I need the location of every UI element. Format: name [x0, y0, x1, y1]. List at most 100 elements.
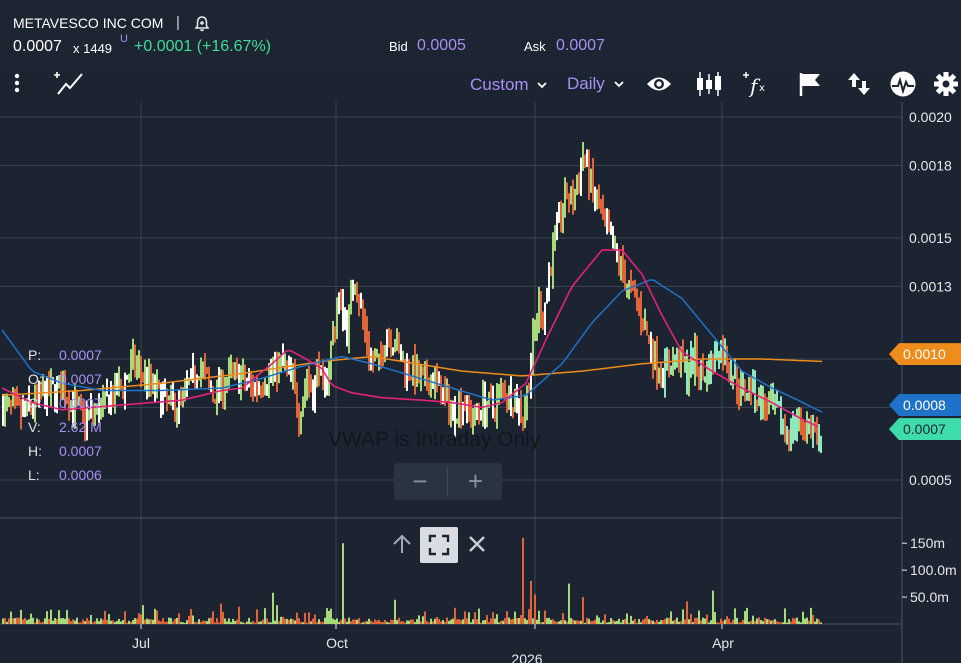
volume-bar	[708, 622, 710, 624]
volume-bar	[720, 618, 722, 624]
function-icon[interactable]: f x	[741, 69, 769, 99]
volume-bar	[324, 617, 326, 624]
price-bar	[304, 378, 306, 408]
bid-label: Bid	[389, 39, 408, 54]
volume-bar	[580, 620, 582, 624]
flag-icon[interactable]	[797, 71, 823, 97]
alert-bell-icon[interactable]	[193, 15, 211, 33]
volume-bar	[210, 617, 212, 624]
price-tick-label: 0.0020	[909, 109, 952, 125]
add-drawing-icon[interactable]	[52, 70, 86, 96]
interval-dropdown[interactable]: Daily	[567, 74, 625, 94]
volume-bar	[70, 621, 72, 624]
volume-bar	[378, 619, 380, 624]
ohlc-l-label: L:	[28, 467, 40, 483]
price-bar	[36, 383, 38, 405]
price-bar	[650, 331, 652, 363]
ask-value: 0.0007	[556, 37, 605, 54]
eye-icon[interactable]	[645, 73, 673, 95]
candlestick-icon[interactable]	[695, 70, 723, 98]
price-bar	[596, 189, 598, 210]
volume-bar	[794, 618, 796, 624]
price-bar	[224, 377, 226, 410]
price-bar	[586, 149, 588, 167]
price-bar	[218, 367, 220, 404]
company-name: METAVESCO INC COM	[13, 15, 164, 31]
price-bar	[328, 360, 330, 396]
close-icon[interactable]	[466, 533, 488, 555]
volume-bar	[678, 621, 680, 624]
price-bar	[4, 393, 6, 427]
price-bar	[498, 384, 500, 405]
price-bar	[734, 358, 736, 380]
volume-bar	[56, 619, 58, 624]
ma-mid-line	[1, 279, 823, 413]
price-bar	[208, 366, 210, 390]
volume-bar	[464, 611, 466, 624]
price-bar	[702, 353, 704, 381]
volume-bar	[576, 620, 578, 624]
volume-bar	[382, 622, 384, 624]
zoom-in-button[interactable]: +	[467, 466, 484, 496]
volume-bar	[566, 621, 568, 624]
heartbeat-icon[interactable]	[889, 70, 917, 98]
chevron-down-icon	[537, 82, 547, 89]
price-bar	[538, 286, 540, 334]
maximize-pane-button[interactable]	[420, 527, 458, 563]
volume-bar	[778, 622, 780, 624]
compare-icon[interactable]	[846, 71, 872, 97]
price-bar	[574, 188, 576, 211]
price-bar	[132, 338, 134, 370]
volume-bar	[352, 619, 354, 624]
price-bar	[288, 355, 290, 375]
price-chart[interactable]: 0.00200.00180.00150.00130.00100.00080.00…	[0, 102, 961, 663]
volume-bar	[86, 618, 88, 624]
price-bar	[820, 435, 822, 454]
more-vert-icon[interactable]	[11, 72, 23, 96]
volume-bar	[762, 621, 764, 624]
price-bar	[566, 182, 568, 200]
volume-bar	[316, 622, 318, 624]
price-bar	[326, 368, 328, 396]
price-bar	[230, 354, 232, 379]
price-bar	[14, 388, 16, 409]
price-bar	[506, 393, 508, 413]
volume-bar	[398, 617, 400, 624]
price-bar	[336, 297, 338, 340]
volume-bar	[182, 622, 184, 624]
price-bar	[540, 290, 542, 329]
volume-bar	[440, 621, 442, 624]
price-bar	[170, 384, 172, 406]
volume-bar	[502, 620, 504, 624]
range-dropdown[interactable]: Custom	[470, 75, 548, 95]
price-bar	[610, 221, 612, 235]
price-bar	[810, 414, 812, 439]
price-bar	[202, 361, 204, 379]
volume-bar	[752, 615, 754, 624]
price-bar	[518, 398, 520, 426]
price-bar	[30, 399, 32, 415]
volume-bar	[166, 621, 168, 624]
volume-bar	[40, 622, 42, 624]
zoom-out-button[interactable]: −	[412, 466, 428, 496]
volume-bar	[128, 620, 130, 624]
volume-bar	[480, 622, 482, 624]
price-bar	[206, 366, 208, 374]
volume-tick-label: 100.0m	[910, 562, 957, 578]
price-bar	[576, 174, 578, 196]
price-bar	[128, 373, 130, 383]
price-bar	[560, 200, 562, 233]
volume-bar	[98, 621, 100, 624]
volume-bar	[122, 619, 124, 624]
price-tick-label: 0.0013	[909, 278, 952, 294]
price-bar	[248, 368, 250, 388]
price-bar	[44, 380, 46, 410]
settings-icon[interactable]	[933, 71, 959, 97]
volume-bar	[450, 619, 452, 624]
volume-bar	[24, 618, 26, 624]
volume-bar	[326, 608, 328, 624]
price-bar	[228, 357, 230, 389]
arrow-up-icon[interactable]	[391, 533, 413, 555]
volume-bar	[786, 622, 788, 624]
ohlc-l-value: 0.0006	[59, 467, 102, 483]
